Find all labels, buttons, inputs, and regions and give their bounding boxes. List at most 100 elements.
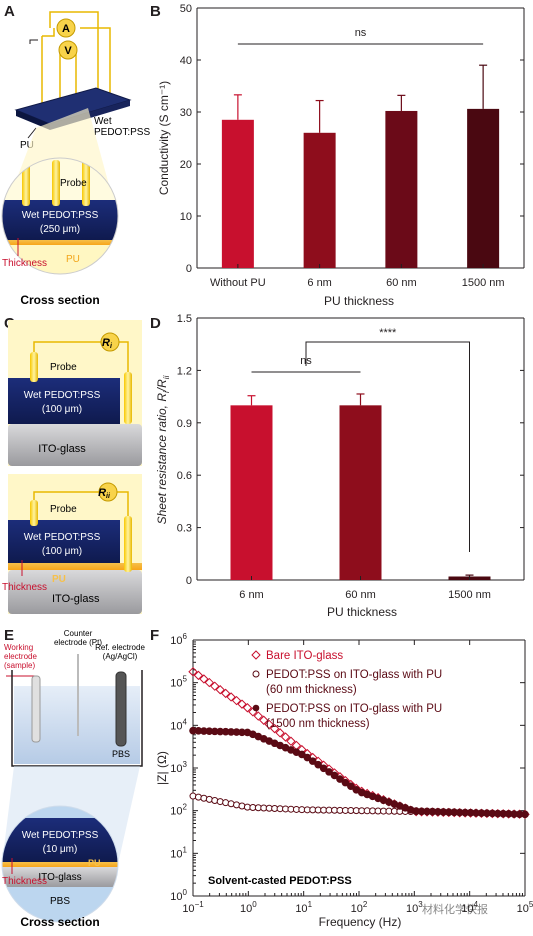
thickness-label-c: Thickness [2,582,47,593]
chart-f: F Frequency (Hz) |Z| (Ω) Solvent-casted … [150,627,533,929]
panel-label-f: F [150,627,159,644]
significance-label-star: **** [379,327,397,339]
layer-label-c1: Wet PEDOT:PSS [24,390,101,401]
data-point-pu-1500nm [325,768,333,776]
y-tick-label: 0.3 [177,523,192,535]
data-point-bare-ito [269,723,280,734]
y-tick-label: 1.5 [177,313,192,325]
probe-label-c2: Probe [50,504,77,515]
chart-d-ylabel: Sheet resistance ratio, Ri/Rii [155,375,171,524]
watermark: 材料化学快报 [422,902,488,916]
significance-bracket-star [305,341,470,552]
layer-thickness-c2: (100 μm) [42,546,82,557]
y-tick-label: 10 [180,211,192,223]
data-point-bare-ito [286,736,296,746]
bar [385,110,418,269]
slab-side [16,110,50,130]
chart-f-xlabel: Frequency (Hz) [319,915,402,929]
data-point-bare-ito [253,711,264,721]
data-point-bare-ito [242,703,253,713]
substrate-label-c2: ITO-glass [52,593,100,605]
data-point-bare-ito [199,674,209,684]
bar [230,405,273,580]
x-tick-label: Without PU [210,277,266,289]
chart-d: D PU thickness Sheet resistance ratio, R… [150,313,525,619]
y-tick-label: 0 [186,575,192,587]
data-point-bare-ito [259,715,269,725]
data-point-bare-ito [237,699,247,709]
chart-b-xlabel: PU thickness [324,294,394,308]
ammeter-icon [56,18,76,38]
layer-label-e: Wet PEDOT:PSS [22,830,99,841]
y-tick-label: 40 [180,55,192,67]
x-tick-label: 102 [351,900,368,915]
y-tick-label: 0 [186,263,192,275]
pbs-label: PBS [112,749,130,759]
panel-label-a: A [4,3,15,20]
y-tick-label: 103 [170,760,187,775]
x-tick-label: 100 [240,900,257,915]
data-point-bare-ito [188,667,198,677]
y-tick-label: 101 [170,845,187,860]
data-point-bare-ito [215,685,225,695]
legend-marker-pu-60nm [252,670,260,678]
bar [467,108,500,268]
layer-thickness-c1: (100 μm) [42,404,82,415]
y-tick-label: 20 [180,159,192,171]
c-bottom-probe-left [30,500,38,526]
legend-label: PEDOT:PSS on ITO-glass with PU [266,703,442,715]
panel-c: C Ri Probe Wet PEDOT:PSS (100 μm) ITO-gl… [2,315,142,614]
probe-label-a: Probe [60,178,87,189]
c-bottom-pedot [8,520,120,563]
x-tick-label: 1500 nm [448,589,491,601]
voltmeter-label: V [64,45,72,57]
chart-b: B PU thickness Conductivity (S cm⁻¹) 0 10… [150,3,525,308]
cross-section-outline [1,157,119,275]
legend-marker-bare-ito [251,650,261,660]
data-point-pu-1500nm [521,810,529,819]
data-point-bare-ito [210,681,220,691]
pbs-inner-label: PBS [50,896,70,907]
y-tick-label: 100 [170,888,187,903]
probe-label-c1: Probe [50,362,77,373]
x-tick-label: 6 nm [307,277,331,289]
caption-a: Cross section [20,293,99,307]
panel-label-e: E [4,627,14,644]
layer-label-c2: Wet PEDOT:PSS [24,532,101,543]
data-point-pu-1500nm [347,782,355,791]
legend-label: (1500 nm thickness) [266,718,370,730]
cross-section-e [2,806,118,922]
chart-d-xlabel: PU thickness [327,605,397,619]
y-tick-label: 105 [170,675,187,690]
x-tick-label: 60 nm [386,277,417,289]
data-point-bare-ito [231,695,242,706]
data-point-bare-ito [226,692,236,702]
c-bottom-probe-right [124,516,132,572]
y-tick-label: 1.2 [177,365,192,377]
x-tick-label: 1500 nm [462,277,505,289]
panel-a: A A V Wet PEDOT:PSS PU [1,3,150,307]
data-point-pu-1500nm [303,753,312,762]
panel-label-d: D [150,315,161,332]
data-point-pu-1500nm [341,778,350,787]
caption-e: Cross section [20,915,99,929]
substrate-label-c1: ITO-glass [38,443,86,455]
legend-label: Bare ITO-glass [266,650,343,662]
c-top-ito [8,424,142,466]
pu-label-c2: PU [52,574,66,585]
y-tick-label: 106 [170,632,187,647]
resistor-ii-label: Rii [98,487,111,500]
layer-thickness-a: (250 μm) [40,224,80,235]
bar [303,132,336,268]
reference-electrode-label: Ref. electrode (Ag/AgCl) [95,643,145,661]
pu-pointer [27,127,37,139]
working-electrode [31,675,41,743]
data-point-bare-ito [220,688,231,699]
reference-electrode [115,671,127,747]
chart-f-ylabel: |Z| (Ω) [155,751,169,785]
thickness-label-e: Thickness [2,876,47,887]
resistor-i-label: Ri [102,337,113,350]
x-tick-label: 103 [406,900,423,915]
